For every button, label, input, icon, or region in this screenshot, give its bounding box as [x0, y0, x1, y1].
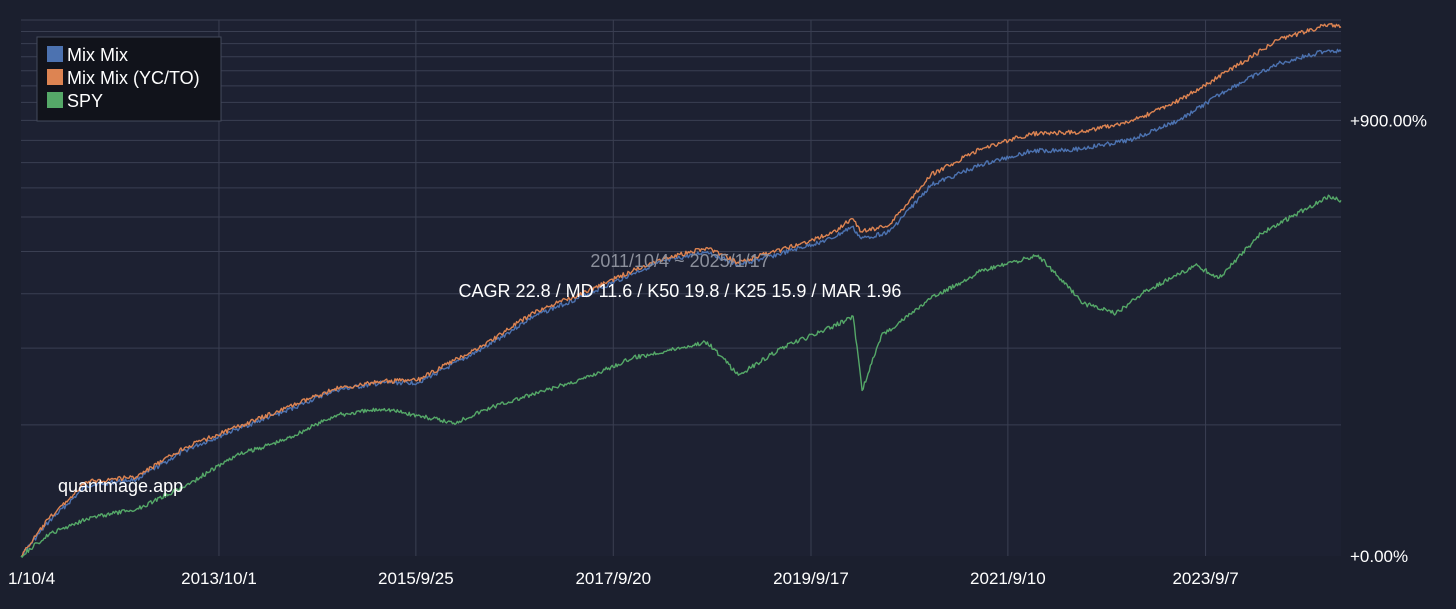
legend-swatch-0 — [47, 46, 63, 62]
legend: Mix Mix Mix Mix (YC/TO) SPY — [36, 36, 222, 122]
chart-subtitle: 2011/10/4 ~ 2025/1/17 — [590, 251, 769, 271]
legend-label-1: Mix Mix (YC/TO) — [67, 68, 200, 88]
y-tick-label-0: +900.00% — [1350, 111, 1427, 130]
legend-label-0: Mix Mix — [67, 45, 128, 65]
x-tick-label-2: 2015/9/25 — [378, 569, 454, 588]
series-line-mix-mix-yc-to- — [20, 22, 1342, 557]
legend-swatch-2 — [47, 92, 63, 108]
x-tick-label-5: 2021/9/10 — [970, 569, 1046, 588]
y-tick-label-1: +0.00% — [1350, 547, 1408, 566]
series-line-spy — [20, 194, 1342, 558]
x-tick-label-6: 2023/9/7 — [1172, 569, 1238, 588]
series-line-mix-mix — [20, 48, 1342, 557]
x-tick-label-3: 2017/9/20 — [575, 569, 651, 588]
grid-layer — [21, 19, 1341, 556]
series-layer — [20, 22, 1342, 558]
chart-stats: CAGR 22.8 / MD 11.6 / K50 19.8 / K25 15.… — [459, 281, 902, 301]
x-tick-label-4: 2019/9/17 — [773, 569, 849, 588]
legend-label-2: SPY — [67, 91, 103, 111]
x-tick-label-0: 1/10/4 — [8, 569, 55, 588]
legend-swatch-1 — [47, 69, 63, 85]
legend-box — [36, 36, 222, 122]
plot-area — [21, 20, 1341, 556]
y-axis: +900.00% +0.00% — [1350, 111, 1427, 566]
watermark: quantmage.app — [58, 476, 183, 496]
x-axis: 1/10/4 2013/10/1 2015/9/25 2017/9/20 2019/9/… — [8, 569, 1239, 588]
x-tick-label-1: 2013/10/1 — [181, 569, 257, 588]
